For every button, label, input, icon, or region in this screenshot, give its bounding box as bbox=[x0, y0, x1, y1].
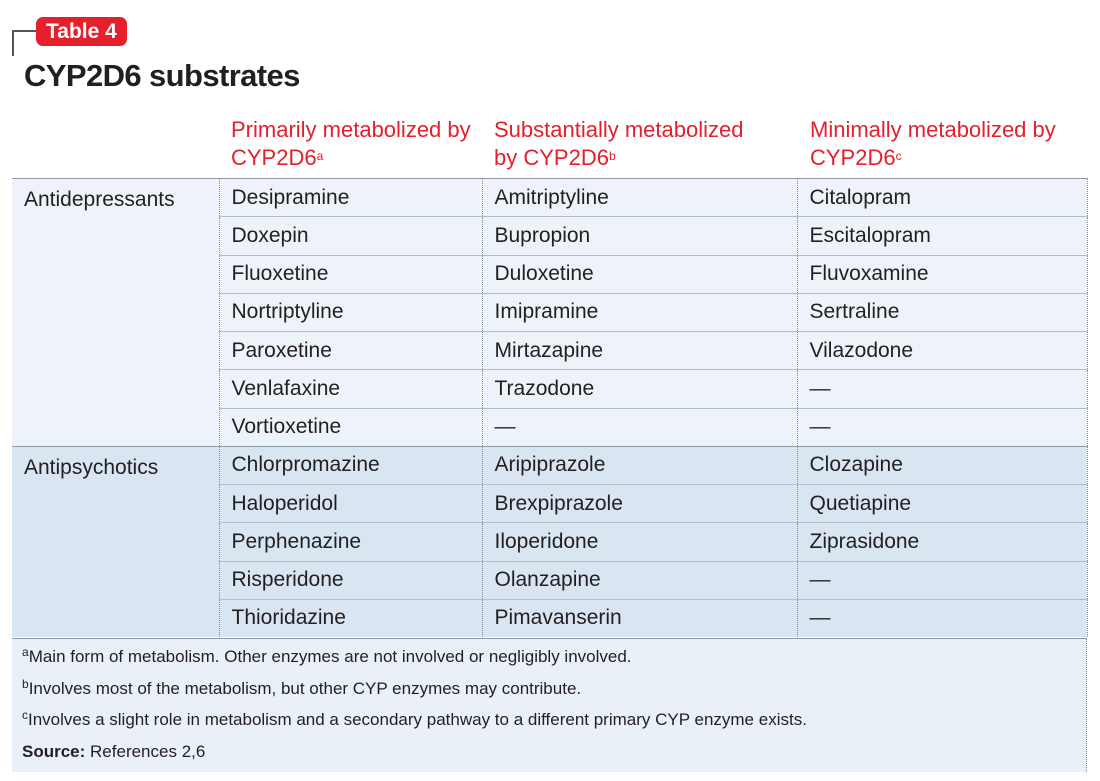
drug-cell: — bbox=[796, 560, 1087, 600]
drug-cell: Olanzapine bbox=[481, 560, 797, 600]
drug-cell: Perphenazine bbox=[218, 522, 482, 561]
footnote-text: Involves most of the metabolism, but oth… bbox=[28, 678, 582, 698]
drug-cell: Nortriptyline bbox=[218, 292, 482, 332]
table-row: Antipsychotics Chlorpromazine Aripiprazole… bbox=[12, 445, 1087, 637]
drug-cell: Iloperidone bbox=[481, 522, 797, 561]
drug-cell: Clozapine bbox=[796, 445, 1087, 485]
footnote: bInvolves most of the metabolism, but ot… bbox=[22, 676, 582, 699]
drug-cell: Chlorpromazine bbox=[218, 445, 482, 485]
drug-cell: Brexpiprazole bbox=[481, 483, 797, 523]
drug-cell: Doxepin bbox=[218, 216, 482, 255]
column-header-text: Substantially metabolized by CYP2D6 bbox=[494, 117, 744, 170]
corner-bracket bbox=[12, 30, 40, 56]
drug-cell: Fluvoxamine bbox=[796, 254, 1087, 294]
footnote-text: Involves a slight role in metabolism and… bbox=[28, 710, 807, 729]
drug-cell: Sertraline bbox=[796, 292, 1087, 332]
drug-cell: Thioridazine bbox=[218, 598, 482, 637]
column-header: Substantially metabolized by CYP2D6b bbox=[494, 116, 764, 172]
group-name: Antipsychotics bbox=[12, 445, 219, 637]
drug-cell: Ziprasidone bbox=[796, 522, 1087, 561]
footnote: cInvolves a slight role in metabolism an… bbox=[22, 708, 807, 730]
drug-cell: Desipramine bbox=[218, 177, 482, 217]
drug-cell: Duloxetine bbox=[481, 254, 797, 294]
drug-cell: — bbox=[481, 407, 797, 447]
drug-cell: Pimavanserin bbox=[481, 598, 797, 637]
drug-cell: — bbox=[796, 598, 1087, 637]
drug-cell: Venlafaxine bbox=[218, 369, 482, 408]
drug-cell: Fluoxetine bbox=[218, 254, 482, 294]
drug-cell: Paroxetine bbox=[218, 330, 482, 370]
source-label: Source: bbox=[22, 741, 86, 761]
drug-cell: Risperidone bbox=[218, 560, 482, 600]
table-label: Table 4 bbox=[36, 17, 127, 46]
drug-cell: Vortioxetine bbox=[218, 407, 482, 447]
footnote-mark: c bbox=[22, 708, 28, 722]
drug-cell: Haloperidol bbox=[218, 483, 482, 523]
footnote-mark: a bbox=[316, 149, 324, 163]
footnote-text: Main form of metabolism. Other enzymes a… bbox=[28, 647, 632, 666]
group-name: Antidepressants bbox=[12, 178, 219, 447]
drug-cell: Imipramine bbox=[481, 292, 797, 332]
drug-cell: Aripiprazole bbox=[481, 445, 797, 485]
source: Source: References 2,6 bbox=[22, 742, 205, 762]
drug-cell: Vilazodone bbox=[796, 330, 1087, 370]
source-text: References 2,6 bbox=[90, 741, 206, 761]
footnote-mark: c bbox=[895, 149, 902, 163]
drug-cell: — bbox=[796, 407, 1087, 447]
table-title: CYP2D6 substrates bbox=[24, 58, 300, 93]
drug-cell: Bupropion bbox=[481, 216, 797, 255]
drug-cell: Mirtazapine bbox=[481, 330, 797, 370]
column-header: Primarily metabolized by CYP2D6a bbox=[231, 116, 501, 172]
footer: aMain form of metabolism. Other enzymes … bbox=[12, 638, 1087, 772]
footnote-mark: b bbox=[608, 149, 616, 163]
drug-cell: Amitriptyline bbox=[481, 177, 797, 217]
footnote: aMain form of metabolism. Other enzymes … bbox=[22, 645, 632, 667]
table-row: Antidepressants Desipramine Amitriptyline C… bbox=[12, 177, 1087, 447]
footnote-mark: a bbox=[22, 645, 29, 659]
drug-cell: — bbox=[796, 369, 1087, 408]
drug-cell: Quetiapine bbox=[796, 483, 1087, 523]
table: Antidepressants Desipramine Amitriptyline C… bbox=[12, 177, 1088, 637]
column-header-text: Primarily metabolized by CYP2D6 bbox=[231, 117, 471, 170]
drug-cell: Citalopram bbox=[796, 177, 1087, 217]
footnote-mark: b bbox=[22, 676, 29, 691]
table-row: Thioridazine Pimavanserin — bbox=[12, 598, 1087, 637]
drug-cell: Escitalopram bbox=[796, 216, 1087, 255]
column-header-text: Minimally metabolized by CYP2D6 bbox=[810, 117, 1056, 170]
column-header: Minimally metabolized by CYP2D6c bbox=[810, 116, 1080, 172]
drug-cell: Trazodone bbox=[481, 369, 797, 408]
